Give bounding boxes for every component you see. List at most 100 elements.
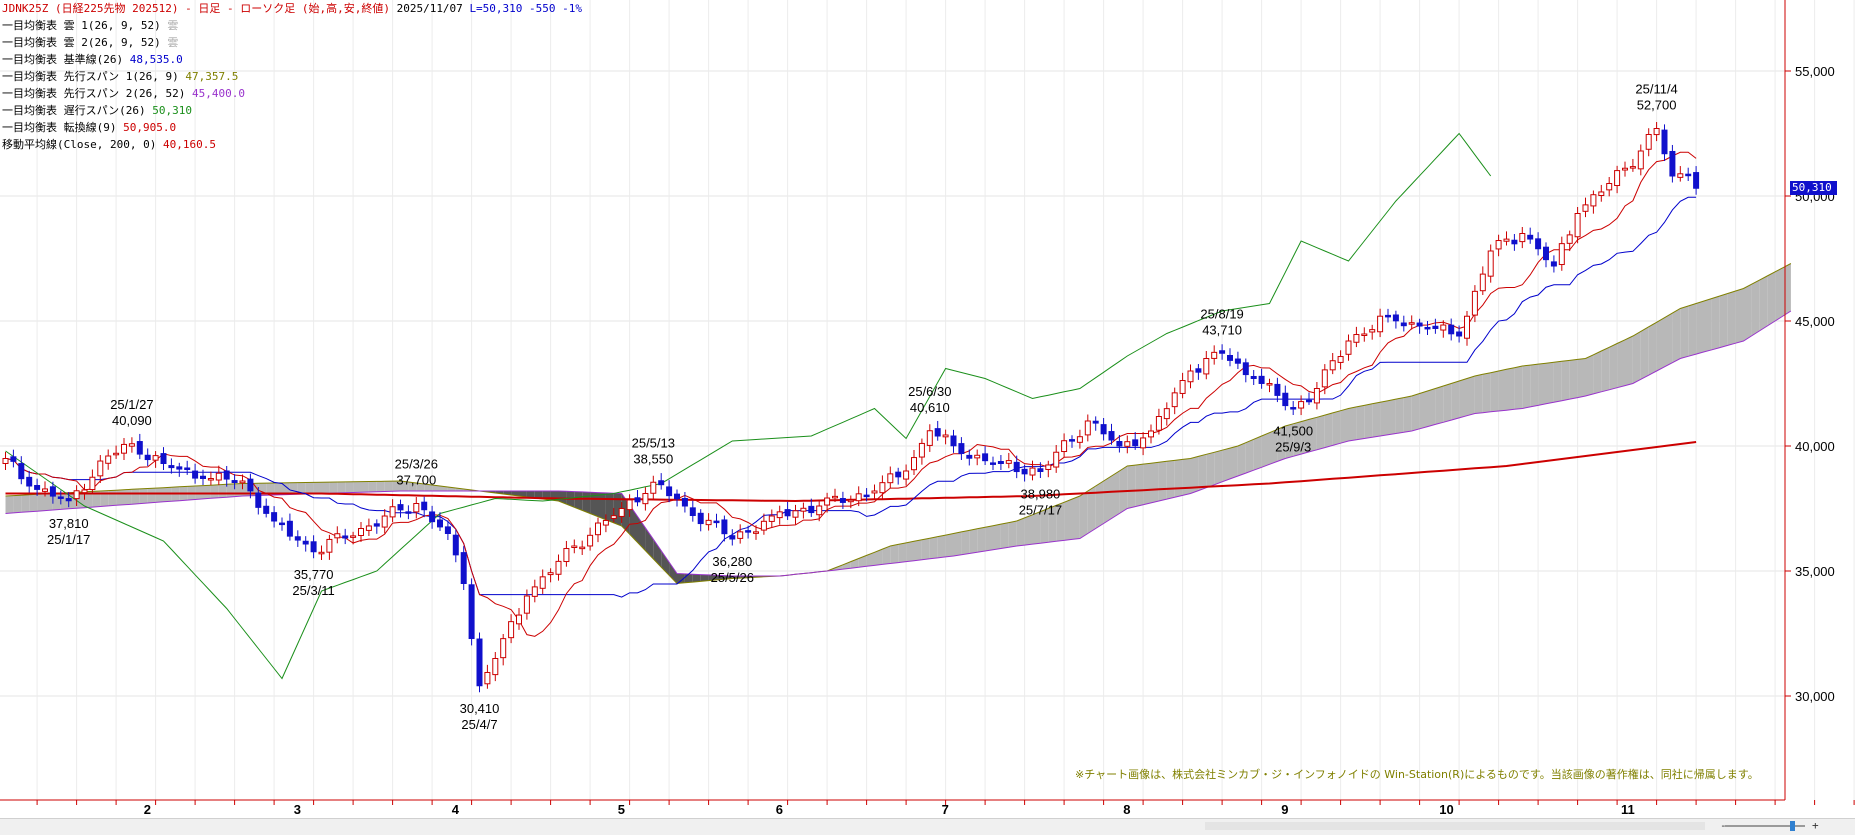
kumo-segment <box>369 481 377 492</box>
kumo-segment <box>353 482 361 493</box>
candle-body <box>406 512 411 514</box>
kumo-segment <box>985 526 993 551</box>
candle-body <box>501 639 506 658</box>
candle-body <box>675 494 680 499</box>
candle-body <box>1567 235 1572 243</box>
candle-body <box>1291 408 1296 410</box>
kumo-segment <box>1562 360 1570 400</box>
kumo-segment <box>337 482 345 493</box>
symbol-code: JDNK25Z <box>2 2 48 15</box>
scrollbar-thumb[interactable] <box>1205 822 1705 830</box>
candle-body <box>1085 421 1090 435</box>
candle-body <box>1425 327 1430 329</box>
candle-body <box>1322 370 1327 387</box>
candle-body <box>461 553 466 584</box>
kumo-segment <box>1657 318 1665 371</box>
kumo-segment <box>156 488 164 503</box>
kumo-segment <box>1009 521 1017 547</box>
candle-body <box>785 510 790 516</box>
legend-value: 47,357.5 <box>185 70 238 83</box>
candle-body <box>825 498 830 505</box>
kumo-segment <box>1198 454 1206 490</box>
kumo-segment <box>1096 481 1104 529</box>
kumo-segment <box>1744 284 1752 341</box>
candle-body <box>1559 244 1564 265</box>
kumo-segment <box>361 482 369 493</box>
kumo-segment <box>37 494 45 511</box>
kumo-segment <box>124 489 132 504</box>
candle-body <box>1006 461 1011 464</box>
candle-body <box>430 512 435 522</box>
candle-body <box>422 502 427 510</box>
candle-body <box>991 463 996 465</box>
candle-body <box>572 546 577 548</box>
kumo-segment <box>1143 463 1151 505</box>
candle-body <box>959 444 964 454</box>
annotation-text: 25/4/7 <box>461 717 497 732</box>
candle-body <box>1228 355 1233 360</box>
candle-body <box>1504 239 1509 241</box>
candle-body <box>1220 351 1225 353</box>
candle-body <box>272 513 277 521</box>
candle-body <box>983 454 988 461</box>
candle-body <box>1046 465 1051 469</box>
chart-mode: - 日足 - ローソク足 (始,高,安,終値) <box>185 2 390 15</box>
candle-body <box>1346 341 1351 354</box>
candle-body <box>374 524 379 526</box>
candle-body <box>382 516 387 527</box>
candle-body <box>1623 168 1628 170</box>
candle-body <box>1212 352 1217 358</box>
kumo-segment <box>1688 304 1696 357</box>
candle-body <box>1544 247 1549 259</box>
candle-body <box>548 573 553 575</box>
candle-body <box>453 535 458 555</box>
zoom-control[interactable]: - + <box>1720 819 1850 833</box>
annotation-text: 35,770 <box>294 567 334 582</box>
candle-body <box>1378 316 1383 332</box>
candle-body <box>208 479 213 481</box>
candle-body <box>1354 335 1359 343</box>
kumo-segment <box>1459 379 1467 418</box>
kumo-segment <box>1728 291 1736 345</box>
candle-body <box>240 481 245 483</box>
candle-body <box>1583 205 1588 211</box>
candle-body <box>153 456 158 461</box>
legend-row: 一目均衡表 遅行スパン(26) 50,310 <box>2 104 192 118</box>
annotation-text: 37,700 <box>396 473 436 488</box>
kumo-segment <box>1467 376 1475 416</box>
kumo-segment <box>1349 407 1357 441</box>
kumo-segment <box>1230 446 1238 479</box>
annotation-text: 38,550 <box>633 451 673 466</box>
candle-body <box>967 455 972 458</box>
candle-body <box>43 489 48 491</box>
kumo-segment <box>345 482 353 493</box>
kumo-segment <box>946 534 954 557</box>
zoom-slider-knob[interactable] <box>1790 821 1795 831</box>
kumo-segment <box>1483 373 1491 413</box>
legend-row: 一目均衡表 雲 2(26, 9, 52) 雲 <box>2 36 178 50</box>
candle-body <box>1054 452 1059 467</box>
kumo-segment <box>1712 296 1720 350</box>
candle-body <box>904 471 909 479</box>
price-change-pct: -1% <box>562 2 582 15</box>
candle-body <box>1512 240 1517 244</box>
legend-value: 雲 <box>167 19 178 32</box>
kumo-segment <box>669 562 677 583</box>
candle-body <box>1267 384 1272 386</box>
kumo-segment <box>1254 436 1262 470</box>
kumo-segment <box>21 495 29 513</box>
kumo-segment <box>1001 523 1009 549</box>
candle-body <box>801 508 806 511</box>
candle-body <box>580 547 585 549</box>
leading-span-2-line <box>6 311 1791 576</box>
candle-body <box>532 587 537 596</box>
zoom-in-button[interactable]: + <box>1812 819 1819 832</box>
candle-body <box>888 474 893 483</box>
candle-body <box>366 526 371 530</box>
annotation-text: 30,410 <box>460 701 500 716</box>
annotation-text: 38,980 <box>1021 487 1061 502</box>
annotation-text: 25/8/19 <box>1200 306 1243 321</box>
chart-title: JDNK25Z (日経225先物 202512) - 日足 - ローソク足 (始… <box>2 2 582 16</box>
kumo-segment <box>598 493 606 520</box>
